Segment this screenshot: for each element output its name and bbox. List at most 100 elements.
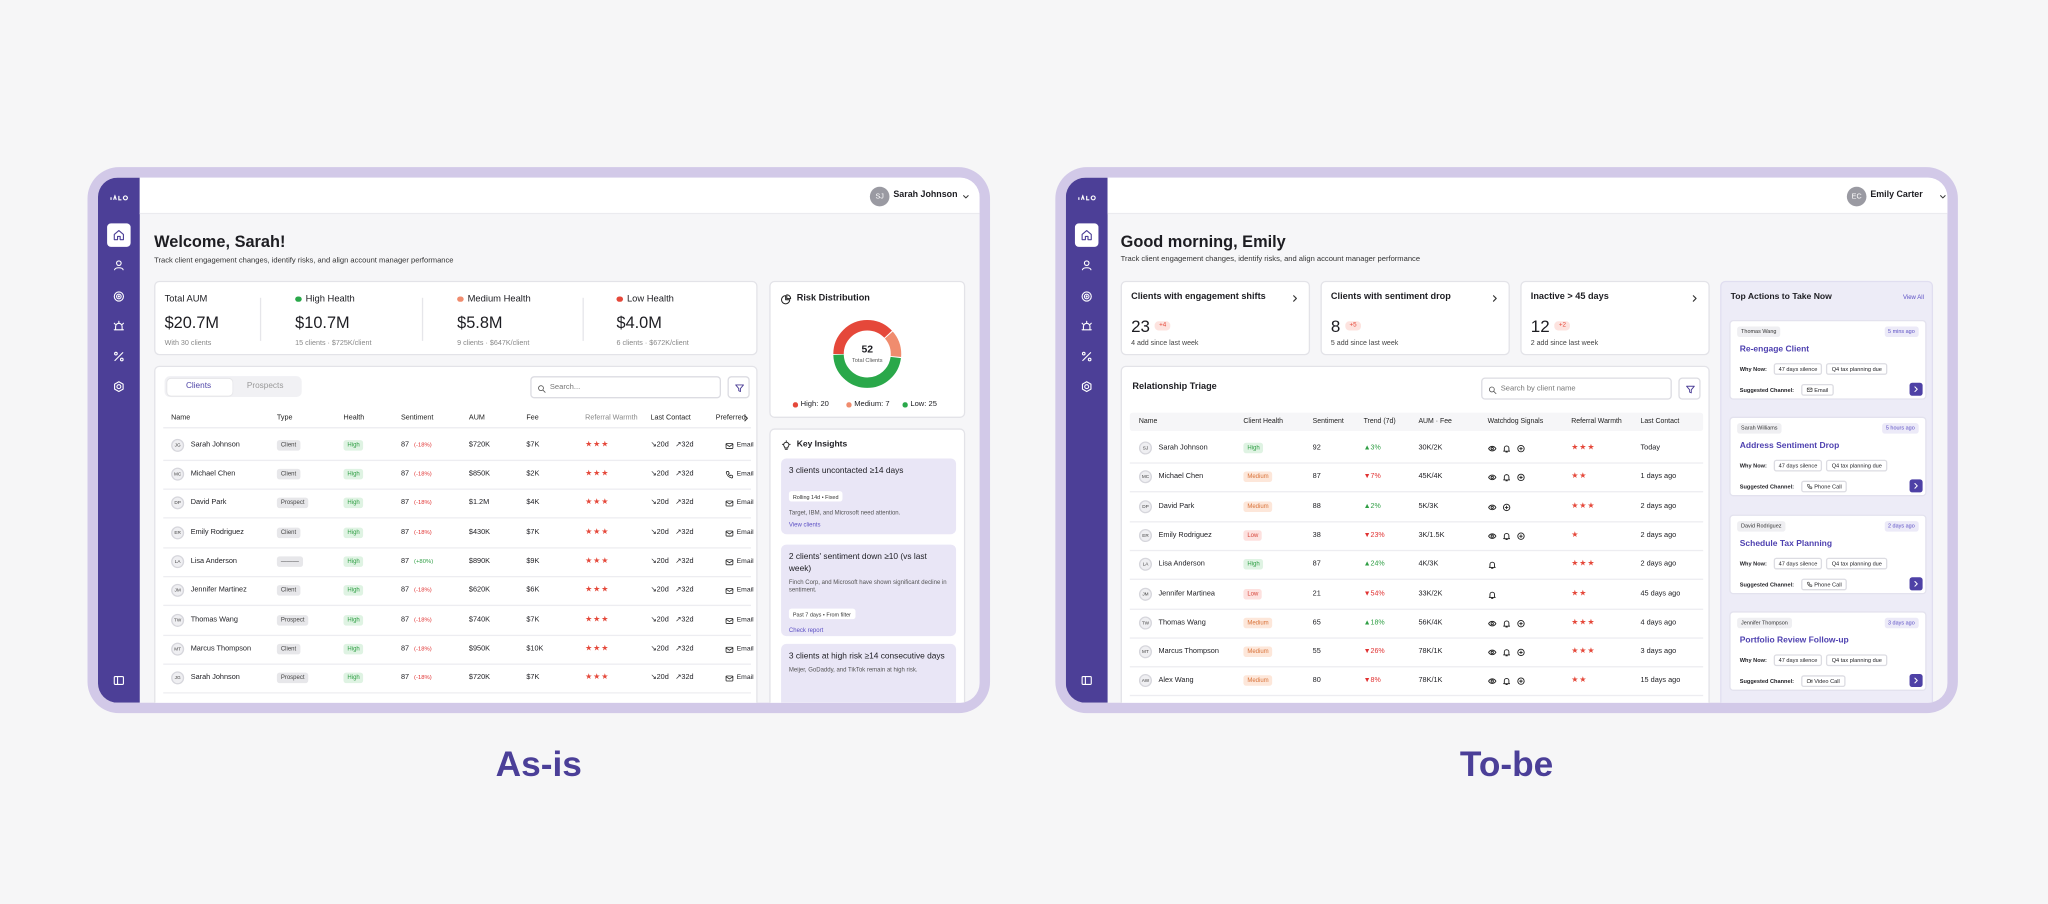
icon-shape (725, 499, 734, 506)
row-initials: AW (1141, 677, 1150, 684)
alarm-icon[interactable] (1080, 320, 1093, 333)
user-icon[interactable] (1080, 259, 1093, 272)
home-icon[interactable] (1080, 229, 1093, 242)
referral-warmth: ★★★ (1571, 443, 1596, 453)
row-separator (1129, 549, 1704, 551)
client-name: Lisa Anderson (1158, 559, 1205, 568)
client-pill: David Rodriguez (1737, 521, 1786, 532)
view-all[interactable]: View All (1902, 294, 1924, 301)
target-icon[interactable] (1080, 290, 1093, 303)
action-title[interactable]: Address Sentiment Drop (1739, 441, 1840, 451)
search-box[interactable]: Search by client name (1481, 377, 1672, 400)
gear-icon[interactable] (112, 380, 125, 393)
row-separator (163, 547, 752, 549)
target-icon[interactable] (112, 290, 125, 303)
nav-item-active[interactable] (1074, 223, 1099, 247)
action-title[interactable]: Schedule Tax Planning (1739, 539, 1833, 549)
nav-item-active[interactable] (107, 223, 131, 247)
row-separator (163, 459, 752, 461)
icon-shape (1806, 483, 1812, 489)
kpi-value: $4.0M (616, 312, 662, 332)
row-separator (163, 692, 752, 694)
channel-pill: Phone Call (1800, 577, 1847, 590)
action-button[interactable] (1909, 479, 1923, 493)
why-label: Why Now: (1739, 462, 1767, 469)
panel-icon[interactable] (1080, 674, 1093, 687)
chat-icon (1517, 444, 1525, 452)
alarm-icon[interactable] (112, 320, 125, 333)
chev-icon[interactable] (1490, 293, 1499, 302)
chev-icon[interactable] (742, 414, 750, 422)
preferred-channel: Email (736, 441, 754, 450)
sentiment-change: (-18%) (414, 616, 432, 624)
chev-icon[interactable] (1912, 580, 1920, 588)
sentiment: 65 (1312, 618, 1321, 627)
user-avatar[interactable]: SJ (869, 186, 890, 207)
filter-button[interactable] (727, 376, 750, 399)
eye-icon (1488, 504, 1497, 510)
filter-button[interactable] (1678, 377, 1701, 400)
chev-icon[interactable] (1912, 385, 1920, 393)
filter-icon[interactable] (734, 383, 745, 394)
icon-shape (725, 558, 734, 565)
insight-tag-row: Rolling 14d • Fixed (788, 482, 948, 506)
insight-item: 3 clients uncontacted ≥14 days Rolling 14… (781, 458, 957, 535)
reason-pill: 47 days silence (1773, 459, 1823, 472)
reason-pill: 47 days silence (1773, 557, 1823, 570)
user-name[interactable]: Sarah Johnson (893, 191, 958, 201)
search-box[interactable]: Search... (530, 376, 721, 399)
panel-icon[interactable] (112, 674, 125, 687)
chev-icon[interactable] (1690, 293, 1699, 302)
tab[interactable]: Prospects (246, 381, 284, 391)
action-button[interactable] (1909, 382, 1923, 396)
user-avatar[interactable]: EC (1846, 186, 1867, 207)
kpi-card[interactable]: Clients with sentiment drop 8 +5 5 add sinc… (1320, 280, 1510, 356)
action-button[interactable] (1909, 577, 1923, 591)
phone-icon (725, 470, 734, 478)
action-title[interactable]: Portfolio Review Follow-up (1739, 636, 1849, 646)
action-button[interactable] (1909, 673, 1923, 688)
icon-shape (725, 559, 734, 563)
filter-icon[interactable] (1685, 384, 1696, 395)
kpi-card[interactable]: Inactive > 45 days 12 +2 2 add since last w… (1520, 280, 1710, 356)
icon-shape (1502, 503, 1511, 511)
insight-link[interactable]: Check report (788, 626, 824, 634)
down-icon[interactable] (1938, 192, 1947, 201)
percent-icon[interactable] (1080, 350, 1093, 363)
column-header: Referral Warmth (1571, 417, 1622, 426)
kpi-divider (582, 297, 584, 341)
kpi-value: $20.7M (164, 312, 220, 332)
legend-dot (846, 402, 851, 408)
user-name[interactable]: Emily Carter (1870, 191, 1923, 201)
type-pill: Prospect (276, 614, 309, 627)
user-icon[interactable] (112, 259, 125, 272)
home-icon[interactable] (112, 229, 125, 242)
row-separator (163, 663, 752, 665)
icon-shape (725, 646, 734, 650)
search-icon[interactable] (1488, 385, 1498, 395)
percent-icon[interactable] (112, 350, 125, 363)
gear-icon[interactable] (1080, 380, 1093, 393)
chev-icon[interactable] (1290, 293, 1299, 302)
health-pill: Medium (1243, 646, 1273, 658)
chev-icon[interactable] (1912, 677, 1920, 685)
tab-active[interactable] (166, 378, 232, 396)
contact-out: ↗32d (675, 469, 694, 478)
contact-out: ↗32d (675, 585, 694, 594)
insight-link[interactable]: View clients (788, 521, 821, 529)
down-icon[interactable] (961, 192, 970, 201)
icon-shape (1806, 581, 1812, 587)
sentiment-change: (-18%) (414, 529, 432, 536)
aum-fee: 78K/1K (1418, 676, 1443, 684)
kpi-card[interactable]: Clients with engagement shifts 23 +4 4 add … (1120, 280, 1311, 356)
sentiment: 88 (1312, 502, 1321, 511)
action-title[interactable]: Re-engage Client (1739, 344, 1810, 355)
referral-warmth: ★★★ (585, 440, 610, 450)
referral-warmth: ★★★ (585, 644, 610, 654)
chev-icon[interactable] (1912, 482, 1920, 490)
donut-total: 52 (861, 343, 874, 356)
contact-in: ↘20d (650, 644, 669, 653)
search-icon[interactable] (537, 383, 547, 393)
tab[interactable]: Clients (185, 381, 212, 391)
aum: $620K (468, 585, 491, 594)
